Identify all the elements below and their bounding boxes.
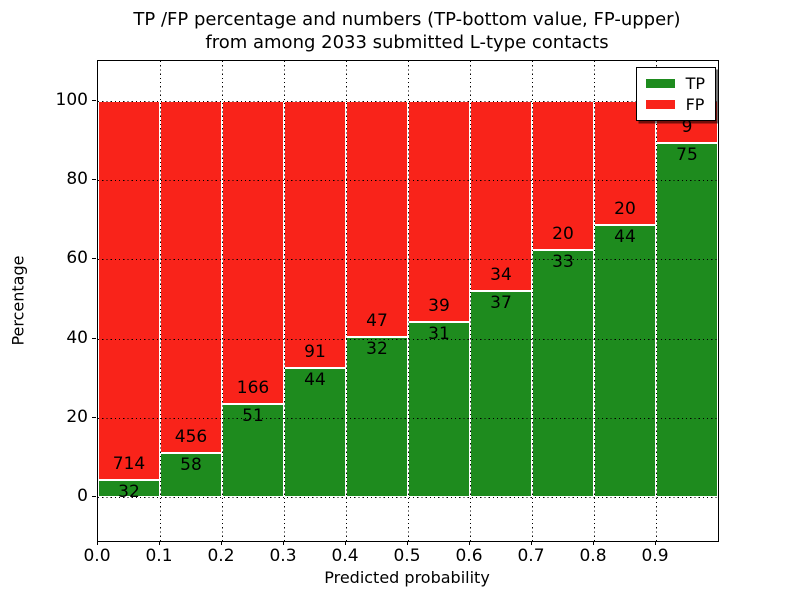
x-tick-label: 0.9 [641,546,669,566]
bar-count-label-tp: 75 [676,145,698,166]
x-tick-label: 0.7 [517,546,545,566]
legend-swatch-fp [645,100,675,109]
bar-count-label-tp: 51 [242,406,264,427]
bar-count-label-tp: 44 [304,370,326,391]
bar-count-label-fp: 20 [614,198,636,219]
bar-segment-tp [594,224,656,498]
x-tick-label: 0.4 [331,546,359,566]
x-tick-mark [407,541,408,545]
x-tick-mark [593,541,594,545]
legend: TP FP [635,67,716,121]
y-tick-label: 40 [66,327,88,348]
bar-count-label-fp: 91 [304,342,326,363]
bar-count-label-tp: 58 [180,454,202,475]
bar-segment-tp [98,480,160,498]
y-tick-label: 60 [66,248,88,269]
bar-count-label-tp: 33 [552,252,574,273]
bar-segment-fp [470,100,532,291]
x-tick-label: 0.1 [145,546,173,566]
bar-count-label-fp: 166 [236,378,270,399]
legend-item-fp: FP [645,94,705,115]
bar-segment-tp [656,143,718,498]
y-tick-mark [92,179,96,180]
bar-segment-tp [346,336,408,498]
x-tick-label: 0.8 [579,546,607,566]
x-tick-label: 0.6 [455,546,483,566]
bar-segment-fp [160,100,222,453]
chart-title-line1: TP /FP percentage and numbers (TP-bottom… [133,9,681,30]
x-tick-label: 0.0 [83,546,111,566]
x-tick-mark [531,541,532,545]
plot-area: TP FP 714 32 456 58 166 51 91 44 47 32 39 31 34 37 20 3… [97,60,719,542]
bar-segment-tp [284,368,346,498]
bar-count-label-fp: 714 [112,454,146,475]
bar-segment-tp [532,250,594,498]
y-tick-label: 20 [66,407,88,428]
y-tick-label: 0 [77,486,88,507]
bar-count-label-fp: 9 [681,117,693,138]
x-tick-mark [469,541,470,545]
x-tick-mark [97,541,98,545]
legend-swatch-tp [645,79,675,88]
x-tick-label: 0.3 [269,546,297,566]
bar-segment-fp [284,100,346,369]
bar-segment-tp [470,290,532,498]
y-tick-mark [92,258,96,260]
x-tick-mark [283,541,284,545]
h-gridline [98,497,718,499]
chart-title-line2: from among 2033 submitted L-type contact… [205,32,609,53]
bar-segment-fp [346,100,408,337]
y-tick-mark [92,337,96,339]
bar-segment-fp [222,100,284,405]
y-tick-label: 80 [66,169,88,189]
bar-count-label-fp: 34 [490,264,512,285]
chart-title: TP /FP percentage and numbers (TP-bottom… [97,8,717,54]
bar-segment-fp [408,100,470,322]
bar-count-label-tp: 31 [428,323,450,344]
legend-label-fp: FP [685,94,705,114]
x-tick-mark [345,541,346,545]
y-tick-label: 100 [55,89,88,110]
x-tick-mark [221,541,222,545]
legend-label-tp: TP [685,73,705,93]
bar-count-label-tp: 37 [490,292,512,313]
legend-item-tp: TP [645,73,705,94]
bar-count-label-tp: 32 [366,338,388,359]
y-axis-label: Percentage [8,255,28,346]
x-tick-mark [655,541,656,545]
bar-count-label-fp: 20 [552,224,574,245]
y-tick-mark [92,496,96,498]
bar-count-label-tp: 44 [614,226,636,247]
x-tick-label: 0.5 [393,546,421,566]
bar-segment-fp [98,100,160,481]
y-tick-mark [92,99,96,101]
x-tick-mark [159,541,160,545]
x-tick-label: 0.2 [207,546,235,566]
bar-count-label-tp: 32 [118,482,140,503]
bar-count-label-fp: 456 [174,426,208,447]
y-tick-mark [92,417,96,419]
x-axis-label: Predicted probability [324,568,490,587]
bar-segment-tp [222,404,284,498]
bar-segment-tp [160,452,222,498]
bar-count-label-fp: 39 [428,295,450,316]
bar-count-label-fp: 47 [366,310,388,331]
bar-segment-tp [408,321,470,498]
